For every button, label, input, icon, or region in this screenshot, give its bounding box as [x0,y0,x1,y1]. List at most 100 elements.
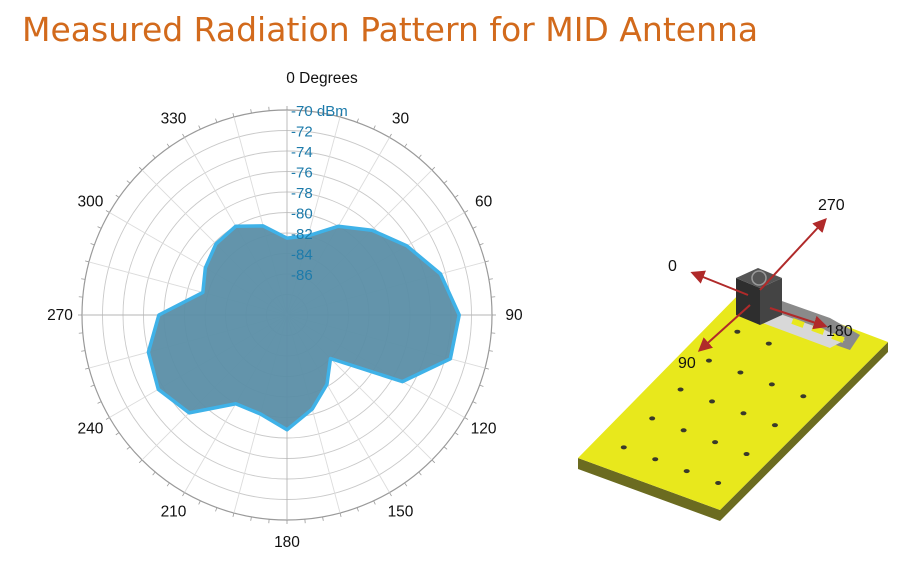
angle-tick-label: 90 [505,307,523,324]
connector-top [736,268,782,288]
radial-tick-label: -76 [291,165,313,182]
data-point [405,244,409,248]
angle-minor-tick [418,154,422,159]
data-point [201,291,205,294]
angle-minor-tick [126,446,131,450]
board-hole [765,341,772,346]
data-point [401,380,404,383]
angle-minor-tick [166,482,170,487]
data-point [285,236,289,240]
angle-minor-tick [418,471,422,476]
angle-minor-tick [198,125,201,130]
board-hole [800,394,807,399]
angle-minor-tick [389,133,392,138]
radial-tick-label: -78 [291,185,313,202]
data-point [449,357,452,360]
angle-tick-label: 330 [161,110,187,127]
angle-minor-tick [454,194,459,198]
angle-tick-label: 150 [388,504,414,521]
data-point [204,266,207,270]
board-hole [768,382,775,387]
angle-minor-tick [404,143,408,148]
radial-tick-label: -80 [291,206,313,223]
angle-minor-tick [115,432,120,436]
angle-tick-labels: 0 Degrees 30 60 90 120 150 180 210 240 270 300 330 [47,70,523,551]
angle-minor-tick [105,417,110,420]
page-title: Measured Radiation Pattern for MID Anten… [22,10,759,49]
arrow-90 [697,304,751,352]
data-point [147,350,150,354]
angle-minor-tick [431,459,436,464]
angle-minor-tick [488,350,493,352]
arrow-270 [759,217,827,291]
arrow-180 [769,307,828,330]
angle-minor-tick [215,118,218,123]
data-point [261,224,265,228]
board-hole [709,399,716,404]
angle-tick-label: 120 [471,421,497,438]
angle-minor-tick [454,432,459,436]
angle-tick-label: 30 [392,110,410,127]
angle-minor-tick [166,143,170,148]
polar-chart: 0 Degrees306090120150180210240270300330 … [47,70,523,551]
angle-tick-label: 60 [475,194,493,211]
angle-minor-tick [85,260,90,263]
angle-minor-tick [404,482,408,487]
angle-minor-tick [373,500,376,505]
arrow-0 [690,270,749,296]
data-point [458,313,461,317]
angle-tick-label: 240 [77,421,103,438]
angle-minor-tick [443,180,448,184]
data-point [285,428,289,431]
connector-fan-icon [751,270,767,286]
board-hole [680,428,687,433]
angle-minor-tick [488,278,493,280]
angle-minor-tick [85,367,90,370]
angle-tick-label: 300 [77,194,103,211]
angle-minor-tick [322,516,324,521]
series-layer [146,224,461,432]
slot [831,333,845,343]
angle-minor-tick [479,243,484,246]
radial-tick-label: -82 [291,226,313,243]
data-point [370,229,373,232]
angle-minor-tick [373,125,376,130]
angle-minor-tick [97,226,102,229]
data-point [439,272,442,276]
data-point [259,412,262,416]
angle-minor-tick [182,492,185,497]
angle-minor-tick [356,507,359,512]
angle-minor-tick [356,118,359,123]
angle-minor-tick [81,278,86,280]
board-hole [771,423,778,428]
radial-tick-label: -86 [291,267,313,284]
data-point [187,411,191,415]
radial-tick-label: -70 dBm [291,103,348,120]
board-hole [649,416,656,421]
data-point [307,234,310,237]
angle-minor-tick [472,226,477,229]
radial-tick-label: -74 [291,144,313,161]
board-hole [652,457,659,462]
board-hole [677,387,684,392]
data-point [234,402,237,405]
angle-minor-tick [339,113,342,118]
board-top [578,288,888,510]
angle-minor-tick [138,166,143,171]
angle-minor-tick [90,243,95,246]
board-hole [737,370,744,375]
data-point [311,407,314,411]
angle-minor-tick [479,384,484,387]
data-point [157,313,161,317]
slot [791,318,805,328]
angle-minor-tick [182,133,185,138]
angle-minor-tick [250,109,252,114]
angle-minor-tick [464,417,469,420]
direction-label-0: 0 [668,258,677,275]
angle-tick-label: 0 Degrees [286,70,358,87]
angle-minor-tick [339,512,342,517]
antenna-diagram: 0 270 90 180 [578,197,888,521]
angle-minor-tick [152,471,156,476]
angle-minor-tick [389,492,392,497]
angle-tick-label: 180 [274,534,300,551]
